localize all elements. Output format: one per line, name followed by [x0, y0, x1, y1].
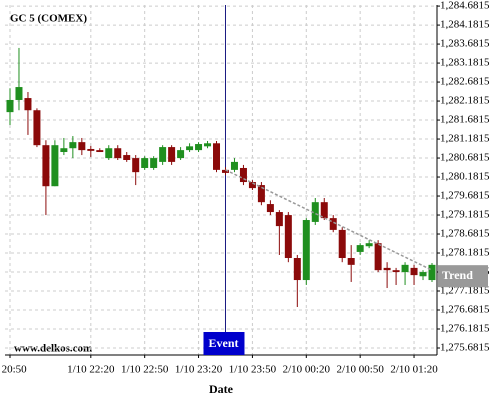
candle-body	[311, 202, 319, 222]
y-tick-label: 1,282.6815	[440, 76, 490, 88]
candle-body	[257, 185, 265, 203]
candle-body	[105, 148, 113, 159]
candle-body	[186, 146, 194, 151]
y-tick-label: 1,281.6815	[440, 114, 490, 126]
candle-body	[60, 148, 68, 153]
candle-body	[51, 145, 59, 187]
candle-body	[6, 99, 14, 113]
candle-body	[221, 169, 229, 173]
y-tick-label: 1,283.1815	[440, 57, 490, 69]
candle-body	[275, 212, 283, 227]
candle-body	[96, 150, 104, 153]
candle-body	[320, 202, 328, 219]
candle-body	[392, 270, 400, 273]
candle-body	[401, 264, 409, 273]
x-axis-label: Date	[209, 382, 234, 396]
trend-label: Trend	[442, 268, 473, 282]
candle-body	[284, 215, 292, 259]
x-tick-label: 9 20:50	[0, 364, 27, 376]
y-tick-label: 1,279.1815	[440, 209, 490, 221]
candle-body	[159, 147, 167, 162]
y-tick-label: 1,281.1815	[440, 133, 490, 145]
candle-body	[374, 243, 382, 271]
candle-body	[213, 143, 221, 170]
y-tick-label: 1,275.6815	[440, 342, 490, 354]
event-label: Event	[208, 336, 238, 350]
y-tick-label: 1,277.1815	[440, 285, 490, 297]
candle-body	[141, 158, 149, 168]
candle-body	[15, 87, 23, 100]
candle-body	[87, 148, 95, 151]
candle-body	[69, 142, 77, 149]
x-tick-label: 2/10 00:20	[283, 364, 331, 376]
candle-body	[248, 182, 256, 189]
trend-line	[225, 169, 433, 271]
candle-body	[168, 147, 176, 162]
candle-body	[365, 243, 373, 247]
candle-body	[266, 204, 274, 213]
candle-body	[347, 258, 355, 265]
candle-body	[114, 148, 122, 159]
watermark: www.delkos.com	[14, 343, 92, 355]
y-tick-label: 1,278.1815	[440, 247, 490, 259]
y-tick-label: 1,278.6815	[440, 228, 490, 240]
event-label-box	[203, 332, 245, 355]
candle-body	[356, 245, 364, 252]
x-tick-label: 1/10 23:20	[175, 364, 223, 376]
candle-body	[177, 150, 185, 159]
y-tick-label: 1,279.6815	[440, 190, 490, 202]
x-tick-label: 2/10 00:50	[336, 364, 384, 376]
y-tick-label: 1,276.6815	[440, 304, 490, 316]
candle-body	[239, 167, 247, 183]
candle-body	[230, 161, 238, 170]
candle-body	[24, 98, 32, 111]
candle-body	[302, 220, 310, 281]
candle-body	[195, 144, 203, 151]
candle-body	[132, 158, 140, 173]
candle-body	[42, 145, 50, 187]
candle-body	[150, 158, 158, 168]
x-tick-label: 2/10 01:20	[390, 364, 438, 376]
candle-body	[338, 229, 346, 259]
candle-body	[293, 258, 301, 281]
candle-body	[329, 218, 337, 230]
candle-body	[383, 267, 391, 271]
y-tick-label: 1,280.1815	[440, 171, 490, 183]
candle-body	[204, 143, 212, 147]
y-tick-label: 1,280.6815	[440, 152, 490, 164]
candle-body	[33, 110, 41, 146]
candle-body	[78, 142, 86, 151]
candle-body	[410, 267, 418, 276]
y-tick-label: 1,284.6815	[440, 0, 490, 12]
chart-title: GC 5 (COMEX)	[10, 13, 87, 25]
candle-body	[428, 264, 436, 281]
y-tick-label: 1,283.6815	[440, 38, 490, 50]
y-tick-label: 1,282.1815	[440, 95, 490, 107]
y-tick-label: 1,284.1815	[440, 19, 490, 31]
candle-body	[419, 272, 427, 277]
x-tick-label: 1/10 22:50	[121, 364, 169, 376]
trend-label-box	[438, 265, 488, 288]
x-tick-label: 1/10 22:20	[67, 364, 115, 376]
y-tick-label: 1,276.1815	[440, 323, 490, 335]
x-tick-label: 1/10 23:50	[229, 364, 277, 376]
candle-body	[123, 155, 131, 160]
